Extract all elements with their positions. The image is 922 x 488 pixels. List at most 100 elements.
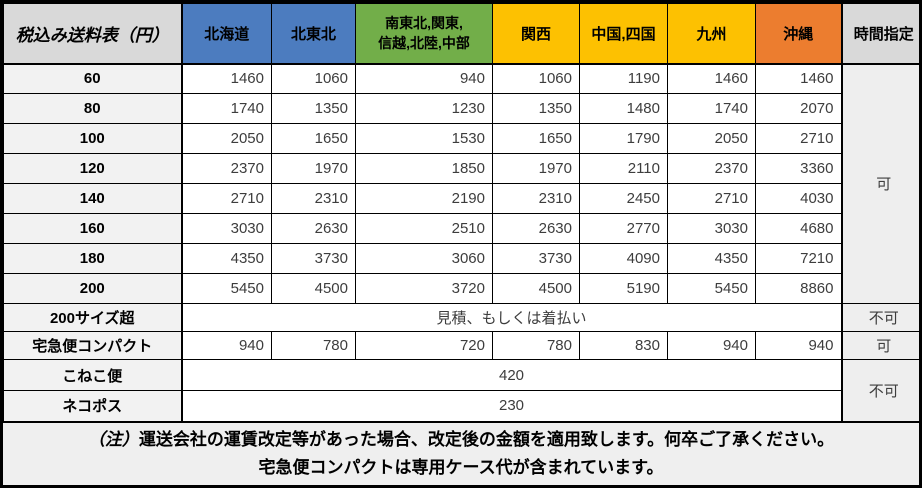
fee-cell: 940: [355, 63, 493, 94]
fee-cell: 1790: [579, 123, 668, 154]
note-prefix: （注）: [87, 429, 139, 449]
fee-cell: 4350: [667, 243, 756, 274]
fee-cell: 2050: [667, 123, 756, 154]
fee-cell: 1350: [271, 93, 356, 124]
fee-cell: 2630: [271, 213, 356, 244]
fee-cell: 780: [492, 331, 580, 360]
row-label-size: 180: [3, 243, 183, 274]
fee-cell: 1460: [181, 63, 272, 94]
fee-cell: 2310: [271, 183, 356, 214]
fee-cell: 940: [755, 331, 842, 360]
fee-cell: 1230: [355, 93, 493, 124]
fee-cell: 2510: [355, 213, 493, 244]
fee-cell: 1970: [492, 153, 580, 184]
time-available-cell: 可: [840, 63, 919, 304]
col-header-chugoku-shikoku: 中国,四国: [579, 3, 668, 65]
note-text-1: 運送会社の運賃改定等があった場合、改定後の金額を適用致します。何卒ご了承ください…: [138, 429, 835, 449]
fee-cell: 1460: [667, 63, 756, 94]
table-title: 税込み送料表（円）: [3, 3, 183, 65]
row-label-service: こねこ便: [3, 359, 183, 391]
note-line-1: （注）運送会社の運賃改定等があった場合、改定後の金額を適用致します。何卒ご了承く…: [88, 428, 834, 452]
size-row: 160 3030 2630 2510 2630 2770 3030 4680: [3, 213, 920, 244]
size-row: 200 5450 4500 3720 4500 5190 5450 8860: [3, 273, 920, 304]
col-header-kansai: 関西: [492, 3, 580, 65]
special-row: ネコポス 230: [3, 390, 920, 422]
row-label-service: 宅急便コンパクト: [3, 331, 183, 360]
fee-cell: 1740: [181, 93, 272, 124]
fee-cell: 1650: [492, 123, 580, 154]
time-designation-cell: 可: [840, 331, 919, 360]
merged-value-cell: 230: [181, 390, 842, 422]
fee-cell: 3030: [181, 213, 272, 244]
fee-cell: 1740: [667, 93, 756, 124]
special-row: こねこ便 420 不可: [3, 359, 919, 422]
fee-cell: 940: [667, 331, 756, 360]
col-header-okinawa: 沖縄: [755, 3, 842, 65]
col-header-minami-tohoku-kanto: 南東北,関東, 信越,北陸,中部: [355, 3, 493, 65]
special-row: 200サイズ超 見積、もしくは着払い 不可: [3, 303, 919, 332]
size-row: 60 1460 1060 940 1060 1190 1460 1460 可: [3, 63, 919, 304]
fee-cell: 2630: [492, 213, 580, 244]
fee-cell: 7210: [755, 243, 842, 274]
shipping-fee-table: 税込み送料表（円） 北海道 北東北 南東北,関東, 信越,北陸,中部 関西 中国…: [3, 3, 920, 423]
fee-cell: 1530: [355, 123, 493, 154]
fee-cell: 1650: [271, 123, 356, 154]
col-header-time-designation: 時間指定: [840, 3, 919, 65]
header-row: 税込み送料表（円） 北海道 北東北 南東北,関東, 信越,北陸,中部 関西 中国…: [3, 3, 919, 65]
size-row: 80 1740 1350 1230 1350 1480 1740 2070: [3, 93, 920, 124]
fee-cell: 4350: [181, 243, 272, 274]
fee-cell: 830: [579, 331, 668, 360]
fee-cell: 5190: [579, 273, 668, 304]
merged-value-cell: 見積、もしくは着払い: [181, 303, 842, 332]
fee-cell: 4500: [271, 273, 356, 304]
fee-cell: 2710: [667, 183, 756, 214]
size-row: 120 2370 1970 1850 1970 2110 2370 3360: [3, 153, 920, 184]
fee-cell: 1970: [271, 153, 356, 184]
fee-cell: 4030: [755, 183, 842, 214]
fee-cell: 2770: [579, 213, 668, 244]
fee-cell: 720: [355, 331, 493, 360]
row-label-size: 120: [3, 153, 183, 184]
col-header-kita-tohoku: 北東北: [271, 3, 356, 65]
fee-cell: 3730: [271, 243, 356, 274]
time-designation-cell: 不可: [840, 303, 919, 332]
note-line-2: 宅急便コンパクトは専用ケース代が含まれています。: [258, 457, 664, 477]
fee-cell: 1350: [492, 93, 580, 124]
fee-cell: 940: [181, 331, 272, 360]
fee-cell: 1850: [355, 153, 493, 184]
fee-cell: 5450: [667, 273, 756, 304]
col-header-kyushu: 九州: [667, 3, 756, 65]
row-label-size: 160: [3, 213, 183, 244]
row-label-size: 140: [3, 183, 183, 214]
fee-cell: 4680: [755, 213, 842, 244]
fee-cell: 2310: [492, 183, 580, 214]
fee-cell: 3030: [667, 213, 756, 244]
row-label-service: ネコポス: [3, 390, 183, 422]
fee-cell: 2070: [755, 93, 842, 124]
fee-cell: 4500: [492, 273, 580, 304]
fee-cell: 8860: [755, 273, 842, 304]
fee-cell: 2050: [181, 123, 272, 154]
fee-cell: 1480: [579, 93, 668, 124]
time-designation-cell: 不可: [840, 359, 919, 422]
row-label-size: 60: [3, 63, 183, 94]
fee-cell: 2190: [355, 183, 493, 214]
row-label-size: 200: [3, 273, 183, 304]
fee-cell: 3060: [355, 243, 493, 274]
fee-cell: 3360: [755, 153, 842, 184]
fee-cell: 2710: [755, 123, 842, 154]
fee-cell: 1190: [579, 63, 668, 94]
fee-cell: 2450: [579, 183, 668, 214]
fee-cell: 2110: [579, 153, 668, 184]
special-row: 宅急便コンパクト 940 780 720 780 830 940 940 可: [3, 331, 919, 360]
col-header-hokkaido: 北海道: [181, 3, 272, 65]
row-label-size: 100: [3, 123, 183, 154]
footer-notes: （注）運送会社の運賃改定等があった場合、改定後の金額を適用致します。何卒ご了承く…: [3, 422, 919, 485]
fee-cell: 1060: [492, 63, 580, 94]
row-label-size: 80: [3, 93, 183, 124]
fee-cell: 2710: [181, 183, 272, 214]
fee-cell: 2370: [181, 153, 272, 184]
fee-cell: 1060: [271, 63, 356, 94]
size-row: 180 4350 3730 3060 3730 4090 4350 7210: [3, 243, 920, 274]
fee-cell: 5450: [181, 273, 272, 304]
